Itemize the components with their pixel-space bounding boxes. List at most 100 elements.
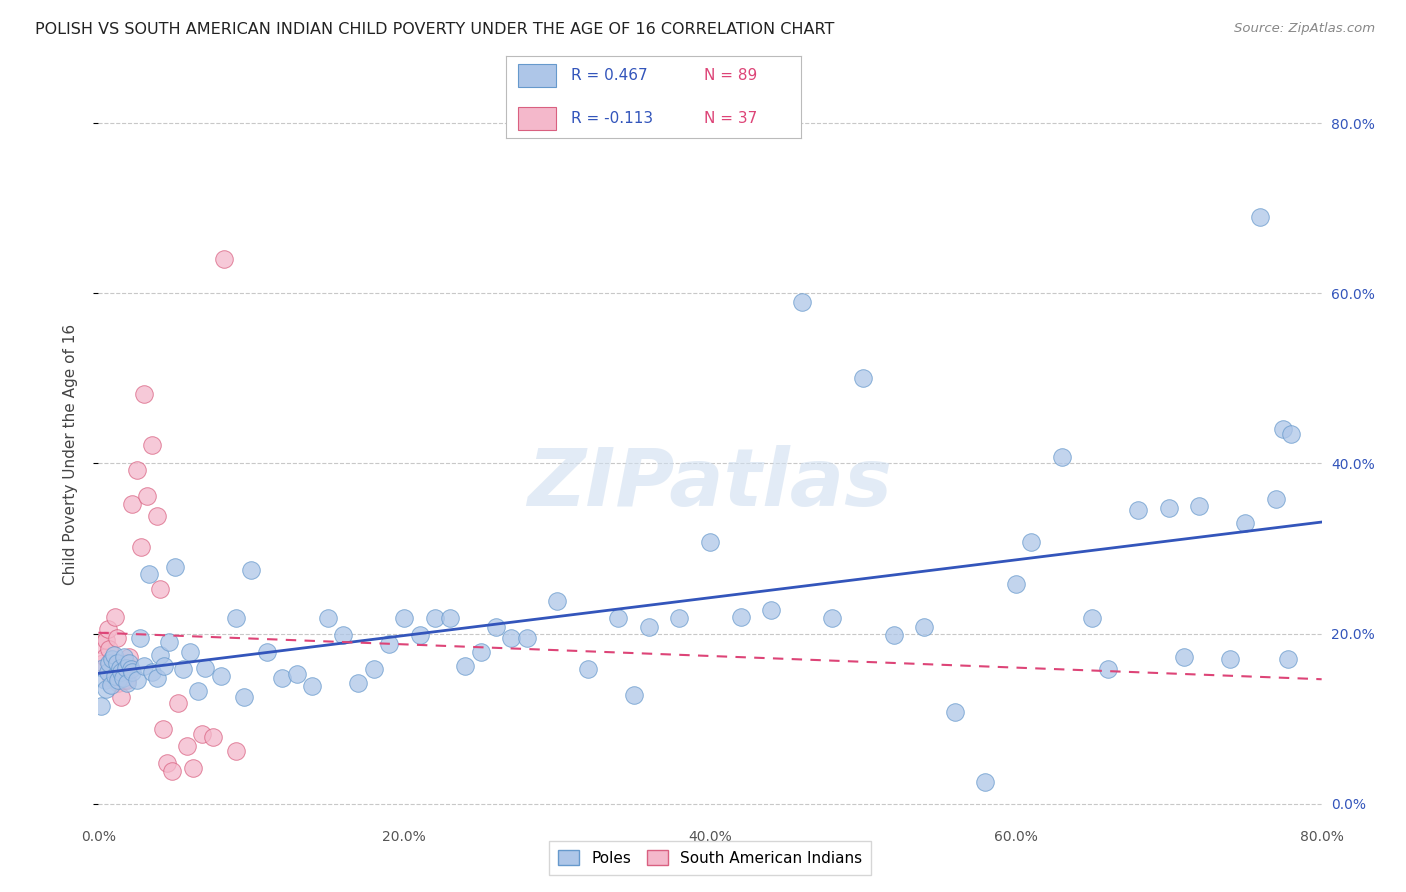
Point — [141, 665, 163, 679]
Point — [1081, 611, 1104, 625]
Point — [105, 657, 128, 671]
Point — [1219, 652, 1241, 666]
Point — [103, 658, 125, 673]
Point — [485, 620, 508, 634]
Point — [821, 611, 844, 625]
Point — [136, 489, 159, 503]
Point — [194, 660, 217, 674]
Point — [454, 658, 477, 673]
Point — [97, 622, 120, 636]
Point — [149, 582, 172, 597]
Point — [89, 637, 111, 651]
Point — [128, 631, 150, 645]
Text: N = 37: N = 37 — [704, 112, 758, 126]
Point — [256, 645, 278, 659]
Point — [111, 667, 134, 681]
Point — [790, 294, 813, 309]
Point — [160, 764, 183, 779]
Point — [153, 658, 176, 673]
Point — [347, 676, 370, 690]
Point — [125, 463, 148, 477]
Point — [668, 611, 690, 625]
Point — [730, 609, 752, 624]
Point — [101, 652, 124, 666]
Point — [363, 662, 385, 676]
Text: ZIPatlas: ZIPatlas — [527, 445, 893, 524]
Point — [1173, 650, 1195, 665]
Point — [115, 660, 138, 674]
Point — [202, 731, 225, 745]
Point — [112, 673, 135, 688]
Point — [576, 662, 599, 676]
Point — [91, 657, 114, 671]
Point — [1234, 516, 1257, 530]
Point — [90, 698, 112, 713]
Point — [163, 560, 186, 574]
Point — [301, 679, 323, 693]
Point — [141, 438, 163, 452]
Point — [172, 662, 194, 676]
Point — [145, 509, 167, 524]
Point — [1272, 422, 1295, 436]
Point — [943, 705, 966, 719]
Point — [378, 637, 401, 651]
Point — [974, 775, 997, 789]
Point — [108, 660, 131, 674]
Point — [121, 665, 143, 679]
Point — [1188, 499, 1211, 513]
Point — [637, 620, 661, 634]
Point — [105, 631, 128, 645]
Point — [1264, 492, 1286, 507]
Point — [125, 673, 148, 688]
Point — [111, 671, 134, 685]
Point — [110, 690, 132, 705]
Text: R = 0.467: R = 0.467 — [571, 69, 648, 83]
Point — [110, 665, 132, 679]
Point — [98, 657, 121, 671]
Point — [97, 665, 120, 679]
Point — [332, 628, 354, 642]
Point — [1157, 500, 1180, 515]
Point — [439, 611, 461, 625]
Point — [1128, 503, 1150, 517]
Bar — [517, 64, 557, 87]
Point — [316, 611, 339, 625]
Point — [145, 671, 167, 685]
Point — [100, 671, 122, 685]
Point — [121, 497, 143, 511]
Point — [191, 727, 214, 741]
Point — [187, 684, 209, 698]
Point — [270, 671, 292, 685]
Legend: Poles, South American Indians: Poles, South American Indians — [548, 841, 872, 875]
Point — [108, 658, 131, 673]
Point — [157, 635, 180, 649]
Point — [167, 696, 190, 710]
Point — [118, 650, 141, 665]
Point — [134, 658, 156, 673]
Point — [134, 386, 156, 401]
Point — [1097, 662, 1119, 676]
Point — [699, 534, 721, 549]
Point — [516, 631, 538, 645]
Point — [408, 628, 430, 642]
Point — [120, 662, 142, 676]
Point — [759, 603, 782, 617]
Point — [138, 566, 160, 581]
Point — [1249, 210, 1271, 224]
Point — [115, 657, 138, 671]
Point — [1279, 426, 1302, 441]
Point — [623, 688, 645, 702]
Point — [98, 641, 121, 656]
Point — [107, 676, 129, 690]
Point — [94, 633, 117, 648]
Point — [118, 657, 141, 671]
Point — [470, 645, 492, 659]
Point — [104, 609, 127, 624]
Point — [181, 761, 204, 775]
Point — [546, 594, 568, 608]
Point — [392, 611, 416, 625]
Point — [152, 722, 174, 736]
Point — [112, 650, 135, 665]
Point — [176, 739, 198, 753]
Bar — [517, 107, 557, 130]
